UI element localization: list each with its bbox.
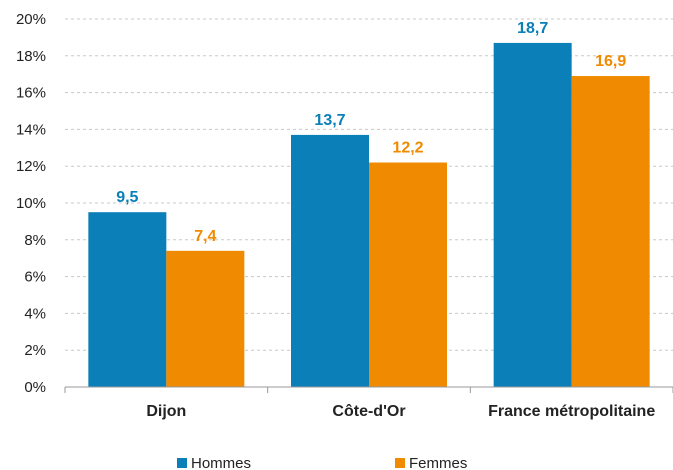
y-axis: 0% 2% 4% 6% 8% 10% 12% 14% 16% 18% 20% — [16, 11, 46, 396]
y-tick-label: 18% — [16, 48, 46, 65]
y-tick-label: 16% — [16, 85, 46, 102]
legend-swatch — [177, 458, 187, 468]
y-tick-label: 8% — [24, 232, 46, 249]
data-label: 12,2 — [392, 140, 423, 157]
x-axis: Dijon Côte-d'Or France métropolitaine — [64, 386, 673, 420]
data-label: 16,9 — [595, 53, 626, 70]
bar-femmes — [166, 250, 245, 387]
bar-femmes — [369, 162, 447, 387]
bars: 9,5 7,4 13,7 12,2 18,7 16,9 — [88, 20, 650, 388]
category-label: Côte-d'Or — [332, 403, 405, 420]
category-label: France métropolitaine — [488, 403, 655, 420]
legend-label: Hommes — [191, 455, 251, 470]
legend-swatch — [395, 458, 405, 468]
y-tick-label: 0% — [24, 379, 46, 396]
y-tick-label: 14% — [16, 121, 46, 138]
legend-label: Femmes — [409, 455, 467, 470]
category-label: Dijon — [146, 403, 186, 420]
data-label: 7,4 — [194, 228, 216, 245]
bar-hommes — [493, 42, 572, 388]
data-label: 18,7 — [517, 20, 548, 37]
data-label: 9,5 — [116, 189, 138, 206]
bar-hommes — [88, 212, 167, 387]
bar-hommes — [291, 134, 369, 387]
y-tick-label: 2% — [24, 342, 46, 359]
y-tick-label: 10% — [16, 195, 46, 212]
data-label: 13,7 — [314, 112, 345, 129]
y-tick-label: 4% — [24, 305, 46, 322]
y-tick-label: 6% — [24, 269, 46, 286]
y-tick-label: 12% — [16, 158, 46, 175]
y-tick-label: 20% — [16, 11, 46, 28]
bar-femmes — [571, 76, 650, 387]
legend: Hommes Femmes — [177, 455, 467, 470]
